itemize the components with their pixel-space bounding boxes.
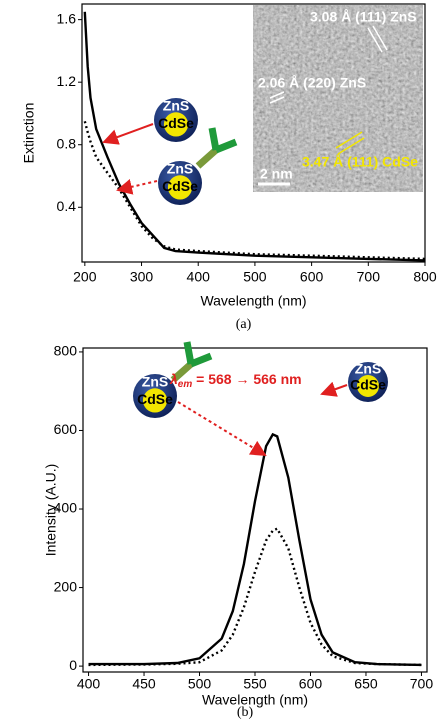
core-label: CdSe: [137, 391, 173, 407]
series-line: [88, 432, 422, 667]
series-line: [83, 11, 426, 262]
pointer-arrow: [177, 401, 267, 457]
x-tick-label: 400: [187, 269, 211, 285]
pointer-arrow: [116, 179, 158, 195]
nanoparticle-core: [142, 388, 168, 413]
x-tick-label: 600: [299, 676, 323, 692]
plot-frame: [81, 3, 426, 263]
x-tick-label: 450: [132, 676, 156, 692]
shell-label: ZnS: [163, 98, 189, 114]
x-tick-label: 700: [357, 269, 381, 285]
inset-label: 3.08 Å (111) ZnS: [310, 9, 417, 25]
y-tick-label: 0: [69, 657, 77, 673]
x-tick-label: 200: [73, 269, 97, 285]
shell-label: ZnS: [142, 374, 168, 390]
lattice-marker: [335, 131, 365, 155]
x-tick-label: 700: [410, 676, 434, 692]
y-tick-label: 0.4: [57, 198, 77, 214]
emission-subscript: em: [178, 379, 193, 390]
antibody: [183, 341, 213, 368]
x-tick-label: 300: [130, 269, 154, 285]
lattice-marker: [367, 25, 388, 53]
core-label: CdSe: [350, 377, 386, 393]
pointer-arrow: [320, 381, 348, 397]
antibody: [195, 147, 219, 169]
y-tick-label: 800: [54, 343, 78, 359]
emission-text: = 568 → 566 nm: [192, 371, 301, 387]
core-label: CdSe: [162, 178, 198, 194]
nanoparticle-core: [167, 175, 193, 200]
inset-label: 2 nm: [260, 166, 293, 182]
x-tick-label: 400: [77, 676, 101, 692]
nanoparticle-core: [357, 375, 379, 397]
x-tick-label: 500: [188, 676, 212, 692]
y-axis-label: Intensity (A.U.): [43, 464, 59, 557]
shell-label: ZnS: [355, 361, 381, 377]
caption: (a): [236, 317, 252, 332]
y-axis-label: Extinction: [21, 103, 37, 164]
x-tick-label: 500: [243, 269, 267, 285]
nanoparticle-core: [163, 112, 189, 137]
pointer-arrow: [102, 123, 154, 145]
y-tick-label: 600: [54, 421, 78, 437]
x-axis-label: Wavelength (nm): [200, 293, 306, 309]
lattice-marker: [269, 91, 285, 104]
x-tick-label: 800: [413, 269, 437, 285]
emission-symbol: λ: [169, 371, 178, 387]
caption: (b): [237, 705, 254, 720]
x-axis-label: Wavelength (nm): [202, 692, 308, 708]
inset-label: 3.47 Å (111) CdSe: [302, 154, 418, 170]
series-line: [83, 120, 426, 261]
core-label: CdSe: [158, 115, 194, 131]
series-line: [88, 527, 422, 667]
y-tick-label: 1.2: [57, 73, 77, 89]
y-tick-label: 200: [54, 578, 78, 594]
inset-label: 2.06 Å (220) ZnS: [258, 75, 366, 91]
x-tick-label: 550: [243, 676, 267, 692]
y-tick-label: 0.8: [57, 135, 77, 151]
y-tick-label: 400: [54, 500, 78, 516]
antibody: [170, 361, 194, 383]
emission-label: λem = 568 → 566 nm: [169, 371, 302, 390]
x-tick-label: 650: [354, 676, 378, 692]
y-tick-label: 1.6: [57, 10, 77, 26]
antibody: [208, 127, 238, 154]
x-tick-label: 600: [300, 269, 324, 285]
shell-label: ZnS: [167, 161, 193, 177]
